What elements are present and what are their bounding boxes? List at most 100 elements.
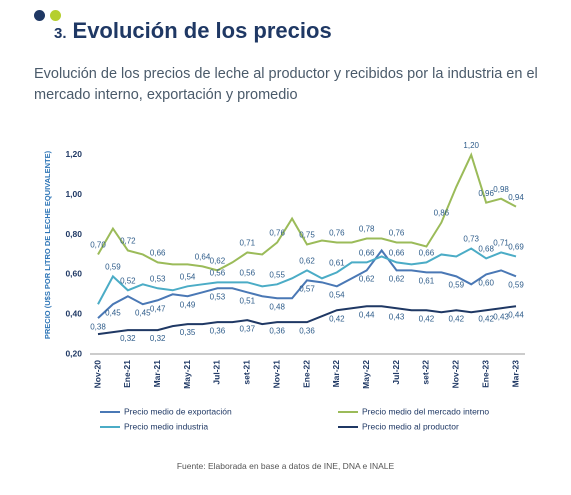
subtitle: Evolución de los precios de leche al pro… xyxy=(34,66,538,103)
data-label: 0,59 xyxy=(448,280,464,289)
x-tick-label: Mar-22 xyxy=(331,360,341,388)
data-label: 0,98 xyxy=(493,185,509,194)
data-label: 0,72 xyxy=(120,237,136,246)
data-label: 0,62 xyxy=(359,274,375,283)
data-label: 0,62 xyxy=(389,274,405,283)
data-label: 0,71 xyxy=(493,239,509,248)
data-label: 0,49 xyxy=(180,300,196,309)
x-tick-label: Ene-22 xyxy=(301,360,311,388)
x-tick-label: Nov-22 xyxy=(451,360,461,389)
data-label: 0,56 xyxy=(239,268,255,277)
x-tick-label: set-22 xyxy=(421,360,431,385)
x-tick-label: May-22 xyxy=(361,360,371,389)
dot xyxy=(34,10,45,21)
legend-label: Precio medio del mercado interno xyxy=(362,406,489,416)
data-label: 0,60 xyxy=(478,278,494,287)
series-line xyxy=(97,248,517,319)
data-label: 0,36 xyxy=(210,326,226,335)
data-label: 0,62 xyxy=(299,256,315,265)
data-label: 0,94 xyxy=(508,193,524,202)
data-label: 0,64 xyxy=(195,253,211,262)
series-line xyxy=(97,247,517,305)
data-label: 0,86 xyxy=(434,209,450,218)
data-label: 0,42 xyxy=(478,314,494,323)
y-tick-label: 1,20 xyxy=(65,149,82,159)
data-label: 0,43 xyxy=(493,312,509,321)
data-label: 0,59 xyxy=(105,262,121,271)
data-label: 0,78 xyxy=(359,225,375,234)
data-label: 0,52 xyxy=(120,276,136,285)
data-label: 0,66 xyxy=(359,249,375,258)
x-tick-label: Mar-21 xyxy=(152,360,162,388)
series-line xyxy=(97,305,517,336)
data-label: 0,55 xyxy=(269,270,285,279)
data-label: 0,54 xyxy=(180,272,196,281)
legend-label: Precio medio industria xyxy=(124,421,208,431)
data-label: 0,45 xyxy=(105,308,121,317)
data-label: 0,56 xyxy=(210,268,226,277)
y-tick-label: 0,80 xyxy=(65,229,82,239)
data-label: 0,42 xyxy=(329,314,345,323)
data-label: 0,59 xyxy=(508,280,524,289)
data-label: 0,76 xyxy=(389,229,405,238)
data-label: 0,76 xyxy=(329,229,345,238)
heading-row: 3. Evolución de los precios xyxy=(54,18,332,44)
x-tick-label: Nov-20 xyxy=(92,360,102,389)
chart: PRECIO (U$S POR LITRO DE LECHE EQUIVALEN… xyxy=(43,141,525,431)
data-label: 0,66 xyxy=(389,249,405,258)
data-label: 0,69 xyxy=(508,243,524,252)
x-tick-label: Nov-21 xyxy=(271,360,281,389)
data-label: 0,66 xyxy=(419,249,435,258)
section-number: 3. xyxy=(54,25,67,42)
data-label: 0,51 xyxy=(239,296,255,305)
data-label: 0,44 xyxy=(508,310,524,319)
legend-label: Precio medio al productor xyxy=(362,421,459,431)
dot xyxy=(50,10,62,21)
data-label: 0,76 xyxy=(269,229,285,238)
data-label: 0,71 xyxy=(239,239,255,248)
data-label: 0,68 xyxy=(478,245,494,254)
data-label: 0,53 xyxy=(210,292,226,301)
x-tick-label: Jul-22 xyxy=(391,360,401,385)
data-label: 0,73 xyxy=(463,235,479,244)
data-label: 0,70 xyxy=(90,241,106,250)
data-label: 1,20 xyxy=(463,141,479,150)
data-label: 0,43 xyxy=(389,312,405,321)
y-axis-title: PRECIO (U$S POR LITRO DE LECHE EQUIVALEN… xyxy=(43,150,52,339)
legend-label: Precio medio de exportación xyxy=(124,406,232,416)
data-label: 0,36 xyxy=(269,326,285,335)
data-label: 0,62 xyxy=(210,256,226,265)
series-line xyxy=(97,152,517,272)
data-label: 0,96 xyxy=(478,189,494,198)
data-label: 0,45 xyxy=(135,308,151,317)
data-label: 0,38 xyxy=(90,322,106,331)
data-label: 0,66 xyxy=(150,249,166,258)
y-tick-label: 0,40 xyxy=(65,308,82,318)
data-label: 0,61 xyxy=(329,258,345,267)
x-tick-label: Jul-21 xyxy=(212,360,222,385)
x-tick-label: Mar-23 xyxy=(510,360,520,388)
x-tick-label: Ene-23 xyxy=(480,360,490,388)
x-tick-label: May-21 xyxy=(182,360,192,389)
heading: Evolución de los precios xyxy=(72,18,332,43)
x-tick-label: set-21 xyxy=(242,360,252,385)
source: Fuente: Elaborada en base a datos de INE… xyxy=(176,461,395,471)
data-label: 0,32 xyxy=(150,334,166,343)
data-label: 0,75 xyxy=(299,231,315,240)
data-label: 0,37 xyxy=(239,324,255,333)
data-label: 0,42 xyxy=(448,314,464,323)
data-label: 0,32 xyxy=(120,334,136,343)
y-tick-label: 1,00 xyxy=(65,189,82,199)
data-label: 0,53 xyxy=(150,274,166,283)
data-label: 0,57 xyxy=(299,284,315,293)
data-label: 0,42 xyxy=(419,314,435,323)
data-label: 0,61 xyxy=(419,276,435,285)
data-label: 0,48 xyxy=(269,302,285,311)
data-label: 0,44 xyxy=(359,310,375,319)
data-label: 0,47 xyxy=(150,304,166,313)
data-label: 0,36 xyxy=(299,326,315,335)
dots xyxy=(34,8,62,26)
data-label: 0,35 xyxy=(180,328,196,337)
y-tick-label: 0,60 xyxy=(65,269,82,279)
